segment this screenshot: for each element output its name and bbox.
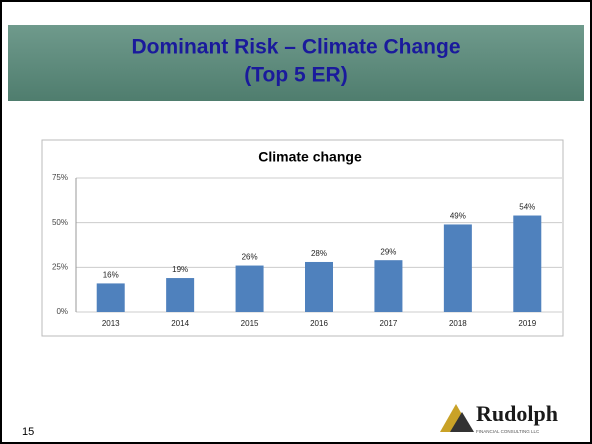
data-label: 49% (450, 212, 466, 221)
data-label: 54% (519, 203, 535, 212)
bar (96, 283, 125, 312)
x-tick-label: 2015 (241, 319, 259, 328)
data-label: 26% (242, 253, 258, 262)
x-tick-label: 2016 (310, 319, 328, 328)
y-tick-label: 0% (56, 307, 68, 316)
y-tick-label: 25% (52, 262, 68, 271)
slide-title: (Top 5 ER) (244, 64, 347, 87)
data-label: 28% (311, 249, 327, 258)
header-band (8, 25, 584, 101)
x-tick-label: 2019 (518, 319, 536, 328)
chart-frame (41, 139, 564, 337)
bar (235, 265, 264, 312)
page-number: 15 (22, 426, 34, 438)
bar (513, 215, 542, 312)
bar (305, 261, 333, 312)
x-tick-label: 2014 (171, 319, 189, 328)
x-tick-label: 2018 (449, 319, 467, 328)
slide-title: Dominant Risk – Climate Change (131, 36, 460, 59)
y-tick-label: 75% (52, 173, 68, 182)
y-tick-label: 50% (52, 218, 68, 227)
chart-title: Climate change (258, 149, 362, 165)
bar (166, 278, 195, 312)
data-label: 19% (172, 265, 188, 274)
logo-icon (450, 412, 474, 432)
x-tick-label: 2013 (102, 319, 120, 328)
logo-name: Rudolph (476, 401, 558, 426)
bar (443, 224, 472, 312)
data-label: 29% (380, 247, 396, 256)
bar (374, 260, 403, 312)
data-label: 16% (103, 271, 119, 280)
logo-tagline: FINANCIAL CONSULTING LLC (476, 429, 540, 434)
x-tick-label: 2017 (380, 319, 398, 328)
